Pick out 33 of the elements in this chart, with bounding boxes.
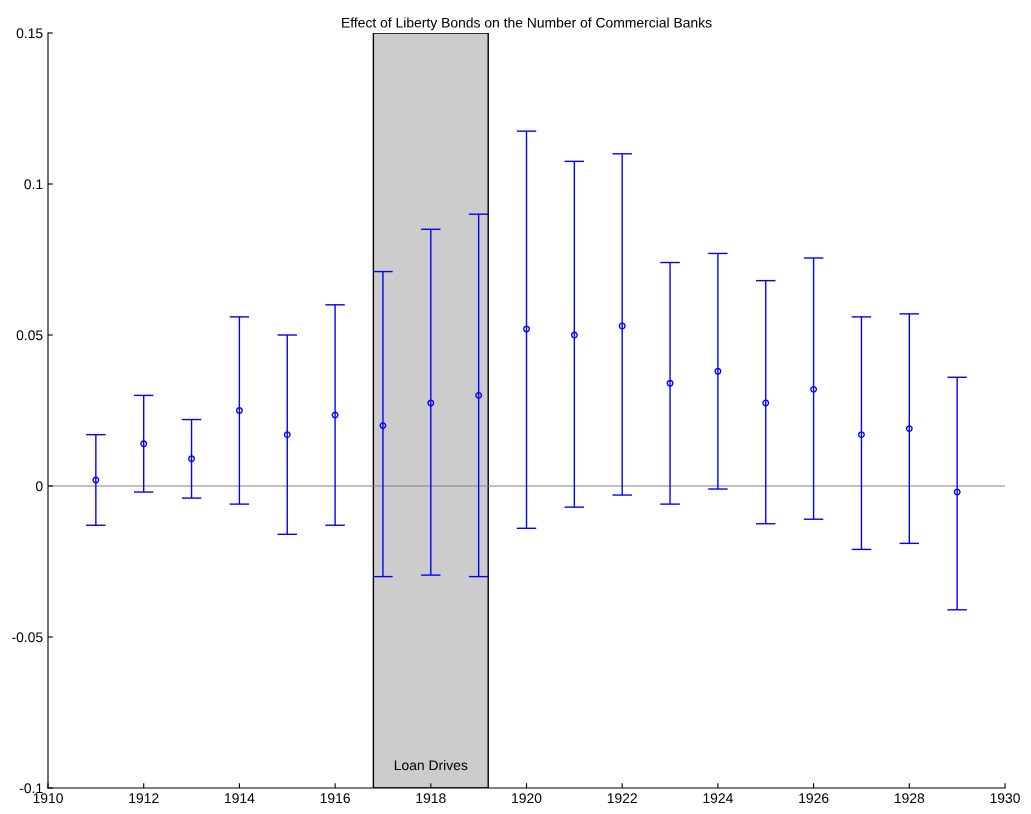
x-tick-label: 1930 [990, 793, 1020, 804]
point [379, 422, 387, 430]
y-tick-label: 0.15 [16, 28, 43, 39]
point [762, 399, 770, 407]
x-tick-label: 1916 [320, 793, 350, 804]
y-tick-label: 0 [35, 481, 43, 492]
x-tick-label: 1922 [607, 793, 637, 804]
band-label: Loan Drives [394, 759, 468, 771]
x-tick-label: 1912 [129, 793, 159, 804]
x-tick-label: 1924 [703, 793, 733, 804]
point [810, 385, 818, 393]
point [475, 391, 483, 399]
x-tick-label: 1910 [33, 793, 63, 804]
point [188, 455, 196, 463]
x-tick-label: 1928 [894, 793, 925, 804]
point [283, 431, 291, 439]
point [714, 367, 722, 375]
x-tick-label: 1918 [416, 793, 446, 804]
chart-title: Effect of Liberty Bonds on the Number of Commercial Banks [342, 17, 712, 31]
x-tick-label: 1920 [512, 793, 542, 804]
y-tick-label: -0.1 [19, 783, 43, 794]
point [905, 425, 913, 433]
x-tick-label: 1926 [799, 793, 829, 804]
point [140, 440, 148, 448]
point [523, 325, 530, 333]
y-tick-label: -0.05 [12, 632, 43, 643]
point [666, 379, 674, 387]
x-tick-label: 1914 [225, 793, 255, 804]
point [857, 431, 865, 439]
y-tick-label: 0.05 [16, 330, 43, 341]
point [570, 331, 578, 339]
y-tick-label: 0.1 [24, 179, 43, 190]
point [235, 407, 243, 414]
